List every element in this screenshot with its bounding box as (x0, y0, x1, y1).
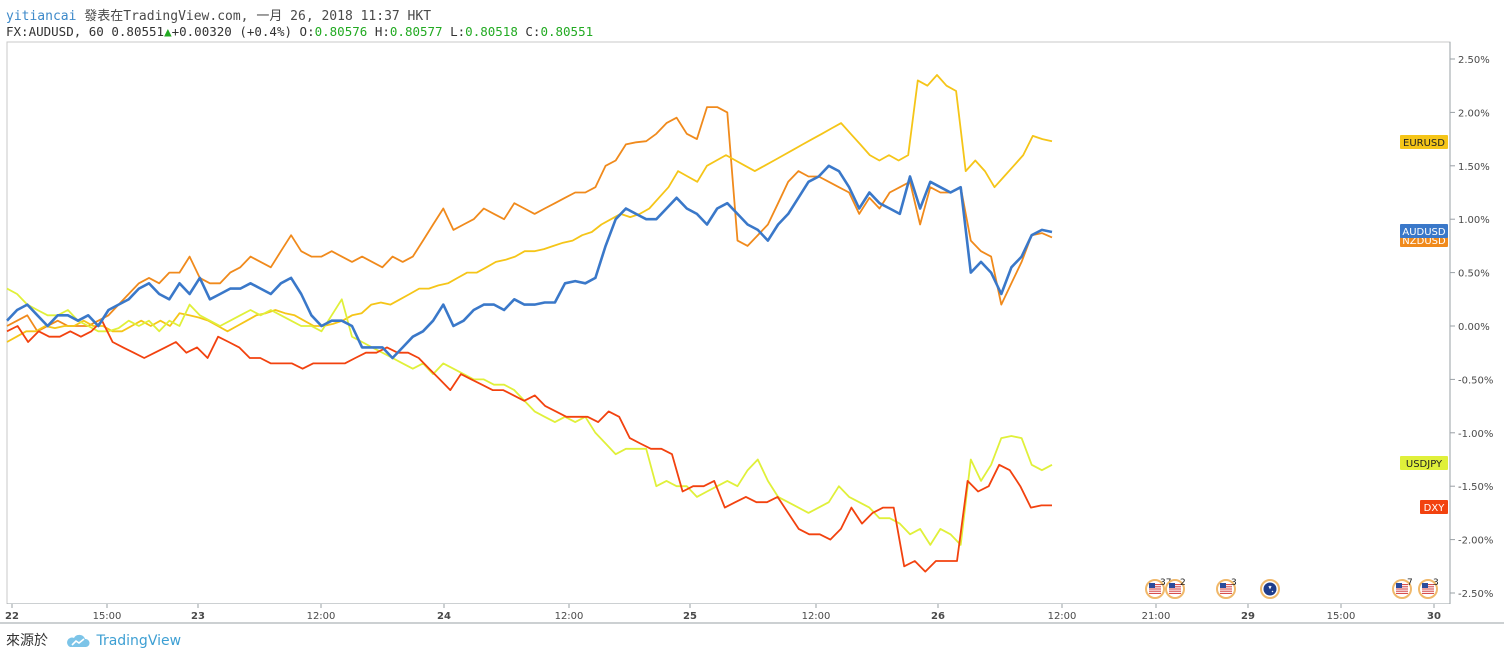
series-line-audusd (6, 164, 1053, 360)
series-line-nzdusd (6, 106, 1053, 333)
time-tick-label: 12:00 (802, 611, 831, 622)
time-tick-label: 15:00 (93, 611, 122, 622)
us-flag-canton (1220, 583, 1226, 588)
published-text: 發表在TradingView.com, 一月 26, 2018 11:37 HK… (84, 9, 432, 24)
event-count-label: 37 (1160, 578, 1171, 588)
low-value: 0.80518 (465, 24, 518, 39)
us-flag-canton (1422, 583, 1428, 588)
price-tick-label: -2.00% (1458, 536, 1493, 547)
last-price: 0.80551 (111, 24, 165, 39)
event-count-label: 2 (1180, 578, 1186, 588)
us-flag-canton (1169, 583, 1175, 588)
series-label-bg-dxy (1420, 500, 1448, 514)
time-axis-band (0, 604, 1504, 624)
price-axis: 2.50% 2.00% 1.50% 1.00% 0.50% 0.00% -0.50% -1.0… (1450, 55, 1493, 600)
price-tick-label: 0.00% (1458, 322, 1490, 333)
series-label-bg-eurusd (1400, 135, 1448, 149)
us-flag-canton (1149, 583, 1155, 588)
high-value: 0.80577 (389, 24, 443, 39)
open-label: O: (299, 24, 315, 39)
close-value: 0.80551 (540, 24, 594, 39)
close-label: C: (525, 24, 541, 39)
source-label: 來源於 (6, 633, 48, 649)
time-tick-label: 22 (5, 611, 19, 622)
low-label: L: (450, 24, 466, 39)
symbol-label: FX:AUDUSD, 60 (6, 24, 104, 39)
chart-footer: 來源於 TradingView (6, 630, 181, 650)
series-label-bg-usdjpy (1400, 456, 1448, 470)
event-count-label: 3 (1231, 578, 1237, 588)
tradingview-brand[interactable]: TradingView (66, 633, 181, 649)
series-line-dxy (6, 319, 1052, 573)
series-label-bg-audusd (1400, 224, 1448, 238)
price-tick-label: 1.00% (1458, 215, 1490, 226)
up-arrow-icon: ▲ (164, 24, 172, 39)
open-value: 0.80576 (314, 24, 368, 39)
tradingview-cloud-icon (67, 634, 90, 647)
time-tick-label: 15:00 (1327, 611, 1356, 622)
time-tick-label: 21:00 (1142, 611, 1171, 622)
australia-flag-stars (1268, 585, 1274, 593)
series-label-audusd: AUDUSD (1402, 227, 1446, 238)
price-tick-label: 1.50% (1458, 162, 1490, 173)
price-tick-label: 0.50% (1458, 269, 1490, 280)
chart-header-published: yitiancai 發表在TradingView.com, 一月 26, 201… (6, 5, 431, 24)
time-tick-label: 24 (437, 611, 451, 622)
high-label: H: (374, 24, 390, 39)
series-line-eurusd (6, 74, 1053, 343)
time-tick-label: 23 (191, 611, 205, 622)
time-tick-label: 12:00 (1048, 611, 1077, 622)
tradingview-label: TradingView (96, 633, 182, 649)
time-tick-label: 29 (1241, 611, 1255, 622)
event-count-label: 3 (1433, 578, 1439, 588)
series-label-usdjpy: USDJPY (1406, 459, 1443, 470)
series-labels: NZDUSD EURUSD USDJPY DXY AUDUSD (1400, 135, 1448, 514)
time-tick-label: 12:00 (555, 611, 584, 622)
price-tick-label: -2.50% (1458, 589, 1493, 600)
price-tick-label: 2.50% (1458, 55, 1490, 66)
chart-header-quote: FX:AUDUSD, 60 0.80551▲+0.00320 (+0.4%) O… (6, 24, 593, 39)
price-change: +0.00320 (+0.4%) (171, 24, 293, 39)
series-label-dxy: DXY (1424, 503, 1446, 514)
series-layer (6, 74, 1053, 573)
price-tick-label: -0.50% (1458, 375, 1493, 386)
time-tick-label: 26 (931, 611, 945, 622)
event-count-label: 7 (1407, 578, 1413, 588)
series-line-usdjpy (6, 287, 1053, 546)
us-flag-canton (1396, 583, 1402, 588)
time-tick-label: 12:00 (307, 611, 336, 622)
series-label-eurusd: EURUSD (1403, 138, 1445, 149)
time-axis: 22 15:00 23 12:00 24 12:00 25 12:00 26 12:00 21:00… (5, 604, 1441, 622)
event-markers: 37 2 3 7 3 (1145, 578, 1439, 599)
price-tick-label: 2.00% (1458, 108, 1490, 119)
series-label-nzdusd: NZDUSD (1402, 236, 1446, 247)
time-tick-label: 30 (1427, 611, 1441, 622)
price-tick-label: -1.50% (1458, 482, 1493, 493)
time-tick-label: 25 (683, 611, 697, 622)
author-link[interactable]: yitiancai (6, 9, 77, 24)
price-tick-label: -1.00% (1458, 429, 1493, 440)
